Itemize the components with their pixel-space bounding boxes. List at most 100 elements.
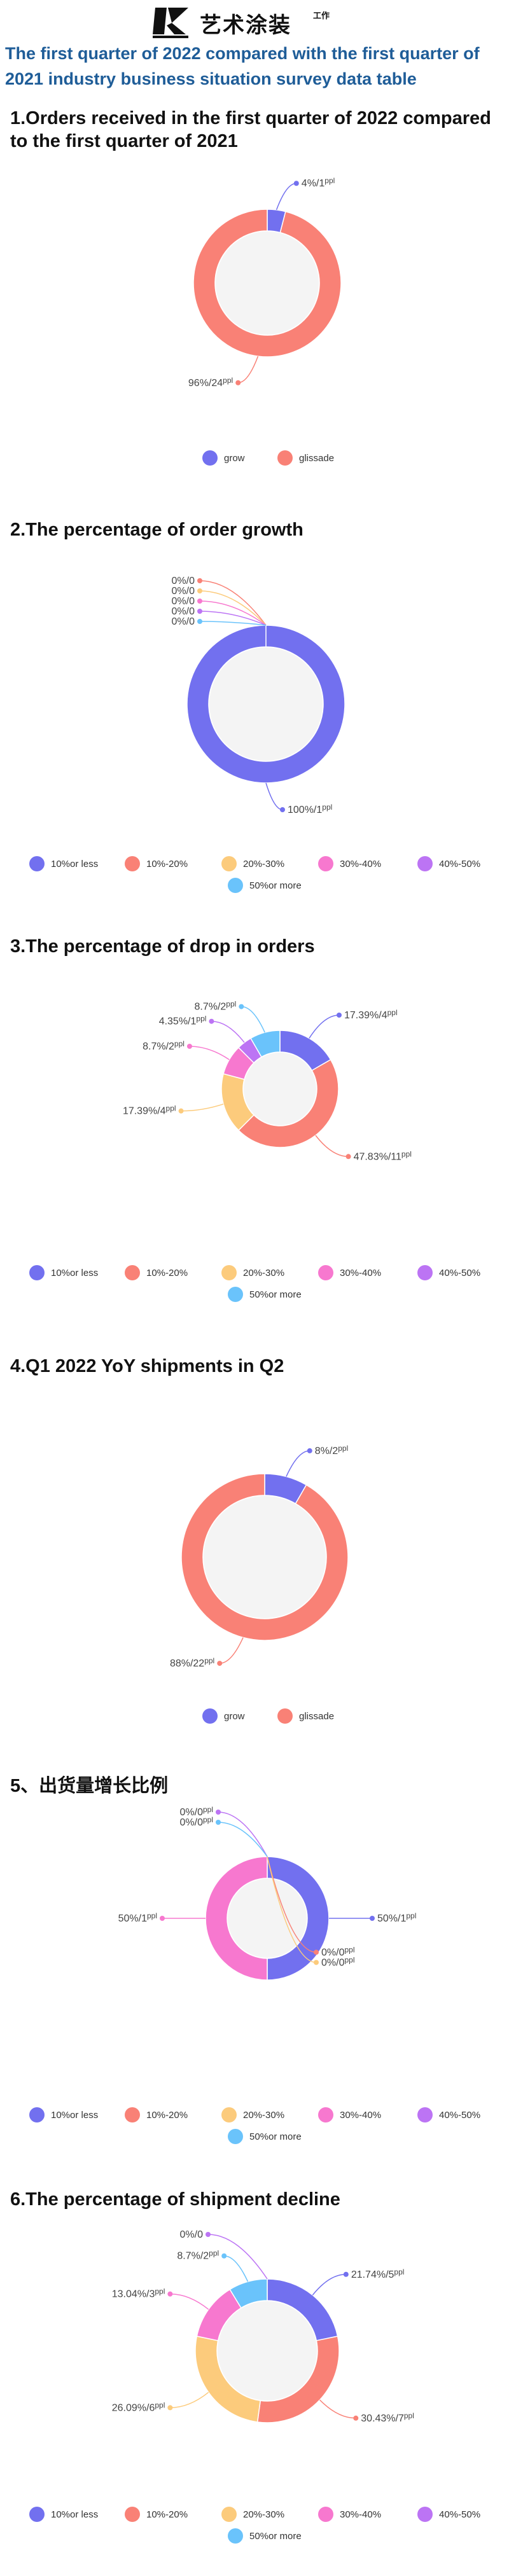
legend-swatch bbox=[318, 2107, 333, 2122]
data-label-30-40: 50%/1ppl bbox=[118, 1911, 157, 1924]
slice-30-40 bbox=[205, 1856, 268, 1981]
chart-title-2: 2.The percentage of order growth bbox=[10, 520, 303, 540]
legend-swatch bbox=[417, 2507, 433, 2522]
data-label-unit: ppl bbox=[203, 1805, 213, 1814]
legend-item-10-or-less[interactable]: 10%or less bbox=[29, 1265, 98, 1280]
legend-label: 30%-40% bbox=[340, 2110, 381, 2121]
leader-line-30-40 bbox=[189, 1046, 230, 1060]
leader-dot-30-40 bbox=[160, 1916, 165, 1921]
slice-50-or-more bbox=[249, 1030, 281, 1058]
legend-item-40-50[interactable]: 40%-50% bbox=[417, 2507, 480, 2522]
slice-glissade bbox=[181, 1473, 349, 1641]
data-label-30-40: 13.04%/3ppl bbox=[112, 2287, 165, 2300]
legend-item-30-40[interactable]: 30%-40% bbox=[318, 2507, 381, 2522]
legend-item-20-30[interactable]: 20%-30% bbox=[221, 2507, 284, 2522]
legend-label: glissade bbox=[299, 453, 334, 464]
data-label-value: 96%/24 bbox=[188, 378, 223, 389]
legend-item-10-20[interactable]: 10%-20% bbox=[125, 856, 188, 871]
legend-item-10-20[interactable]: 10%-20% bbox=[125, 1265, 188, 1280]
legend-item-10-or-less[interactable]: 10%or less bbox=[29, 2107, 98, 2122]
leader-dot-50-or-more bbox=[197, 619, 202, 624]
legend-item-30-40[interactable]: 30%-40% bbox=[318, 856, 381, 871]
data-label-value: 8%/2 bbox=[315, 1446, 338, 1457]
legend-swatch bbox=[228, 2528, 243, 2544]
legend-item-30-40[interactable]: 30%-40% bbox=[318, 1265, 381, 1280]
legend-swatch bbox=[228, 1287, 243, 1302]
legend-item-10-20[interactable]: 10%-20% bbox=[125, 2507, 188, 2522]
data-label-unit: ppl bbox=[344, 1955, 354, 1964]
leader-dot-40-50 bbox=[197, 609, 202, 614]
legend-item-grow[interactable]: grow bbox=[202, 1708, 245, 1724]
legend-swatch bbox=[221, 856, 237, 871]
slice-50-or-more bbox=[229, 2278, 268, 2309]
legend-item-50-or-more[interactable]: 50%or more bbox=[228, 2528, 302, 2544]
leader-dot-20-30 bbox=[178, 1108, 184, 1114]
legend-label: 50%or more bbox=[249, 880, 302, 891]
legend-label: 40%-50% bbox=[439, 1268, 480, 1278]
legend-item-20-30[interactable]: 20%-30% bbox=[221, 1265, 284, 1280]
legend-label: 50%or more bbox=[249, 2531, 302, 2542]
leader-dot-40-50 bbox=[209, 1018, 214, 1024]
data-label-value: 88%/22 bbox=[170, 1658, 204, 1669]
legend-item-30-40[interactable]: 30%-40% bbox=[318, 2107, 381, 2122]
legend-item-10-or-less[interactable]: 10%or less bbox=[29, 856, 98, 871]
data-label-value: 17.39%/4 bbox=[344, 1010, 387, 1021]
data-label-50-or-more: 0%/0 bbox=[172, 616, 195, 627]
data-label-grow: 4%/1ppl bbox=[302, 176, 335, 189]
legend-item-glissade[interactable]: glissade bbox=[277, 450, 334, 466]
data-label-value: 0%/0 bbox=[180, 2229, 204, 2240]
legend-item-50-or-more[interactable]: 50%or more bbox=[228, 878, 302, 893]
data-label-20-30: 17.39%/4ppl bbox=[123, 1104, 176, 1117]
chart-title-5: 5、出货量增长比例 bbox=[10, 1776, 169, 1796]
legend-item-20-30[interactable]: 20%-30% bbox=[221, 856, 284, 871]
leader-dot-30-40 bbox=[186, 1044, 192, 1049]
data-label-50-or-more: 8.7%/2ppl bbox=[194, 1000, 236, 1013]
data-label-unit: ppl bbox=[147, 1911, 157, 1920]
leader-dot-glissade bbox=[217, 1661, 223, 1666]
data-label-10-or-less: 50%/1ppl bbox=[377, 1911, 416, 1924]
legend-item-glissade[interactable]: glissade bbox=[277, 1708, 334, 1724]
legend-label: 10%-20% bbox=[146, 1268, 188, 1278]
legend-item-50-or-more[interactable]: 50%or more bbox=[228, 2129, 302, 2144]
leader-dot-50-or-more bbox=[216, 1820, 221, 1825]
legend-item-40-50[interactable]: 40%-50% bbox=[417, 2107, 480, 2122]
data-label-20-30: 0%/0 bbox=[172, 586, 195, 597]
data-label-value: 8.7%/2 bbox=[194, 1002, 226, 1013]
data-label-unit: ppl bbox=[203, 1815, 213, 1824]
slice-10-or-less bbox=[186, 625, 345, 784]
leader-dot-glissade bbox=[235, 380, 241, 385]
leader-line-20-30 bbox=[267, 1856, 317, 1963]
data-label-40-50: 0%/0 bbox=[180, 2229, 204, 2240]
leader-dot-20-30 bbox=[197, 588, 202, 593]
data-label-value: 50%/1 bbox=[118, 1913, 147, 1924]
chart-section-1: 4%/1ppl 96%/24ppl grow glissade 1.Orders rec… bbox=[0, 95, 509, 502]
legend-item-20-30[interactable]: 20%-30% bbox=[221, 2107, 284, 2122]
legend-item-40-50[interactable]: 40%-50% bbox=[417, 856, 480, 871]
legend-label: 20%-30% bbox=[243, 2509, 284, 2520]
donut-chart-1: 4%/1ppl 96%/24ppl grow glissade bbox=[188, 176, 342, 466]
legend-item-10-or-less[interactable]: 10%or less bbox=[29, 2507, 98, 2522]
logo-small-text: 工作 bbox=[313, 11, 330, 21]
data-label-value: 0%/0 bbox=[321, 1947, 345, 1958]
legend-item-50-or-more[interactable]: 50%or more bbox=[228, 1287, 302, 1302]
legend-swatch bbox=[29, 2107, 45, 2122]
data-label-value: 47.83%/11 bbox=[354, 1151, 401, 1162]
leader-line-10-20 bbox=[319, 2399, 356, 2419]
data-label-30-40: 0%/0 bbox=[172, 596, 195, 607]
legend-label: 40%-50% bbox=[439, 2110, 480, 2121]
data-label-unit: ppl bbox=[223, 376, 233, 385]
data-label-value: 0%/0 bbox=[172, 606, 195, 617]
legend-label: grow bbox=[224, 1711, 245, 1722]
legend-item-10-20[interactable]: 10%-20% bbox=[125, 2107, 188, 2122]
leader-dot-20-30 bbox=[167, 2405, 173, 2411]
legend-label: grow bbox=[224, 453, 245, 464]
leader-line-10-or-less bbox=[312, 2274, 346, 2296]
legend-item-40-50[interactable]: 40%-50% bbox=[417, 1265, 480, 1280]
data-label-10-or-less: 17.39%/4ppl bbox=[344, 1008, 398, 1021]
legend-item-grow[interactable]: grow bbox=[202, 450, 245, 466]
leader-dot-10-20 bbox=[314, 1949, 319, 1955]
leader-line-40-50 bbox=[199, 611, 267, 626]
slice-10-20 bbox=[237, 1058, 339, 1148]
data-label-value: 8.7%/2 bbox=[143, 1041, 174, 1052]
